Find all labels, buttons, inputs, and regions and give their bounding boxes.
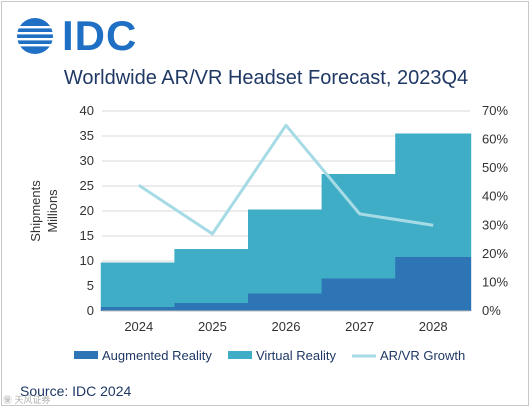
bar-virtual-reality xyxy=(395,133,472,257)
y-axis-label: Shipments Millions xyxy=(28,180,60,242)
y2-tick-label: 50% xyxy=(482,160,508,175)
y2-tick-label: 0% xyxy=(482,303,501,318)
bar-virtual-reality xyxy=(321,174,398,279)
y-tick-label: 25 xyxy=(80,178,94,193)
y-tick-label: 15 xyxy=(80,228,94,243)
y-tick-label: 35 xyxy=(80,128,94,143)
globe-icon xyxy=(16,18,54,54)
y-tick-label: 10 xyxy=(80,253,94,268)
bar-virtual-reality xyxy=(100,262,177,307)
source-note: Source: IDC 2024 xyxy=(20,383,132,399)
bar-augmented-reality xyxy=(174,303,251,311)
y-tick-label: 0 xyxy=(87,303,94,318)
y2-tick-label: 40% xyxy=(482,189,508,204)
legend-augmented-reality-label: Augmented Reality xyxy=(102,348,212,363)
y-tick-label: 30 xyxy=(80,153,94,168)
logo-text: IDC xyxy=(62,12,138,59)
x-tick-label: 2026 xyxy=(272,319,301,334)
bar-augmented-reality xyxy=(100,307,177,311)
legend-virtual-reality-swatch xyxy=(228,351,252,359)
bar-augmented-reality xyxy=(321,278,398,311)
y2-tick-label: 20% xyxy=(482,246,508,261)
x-tick-label: 2024 xyxy=(124,319,153,334)
y2-tick-label: 60% xyxy=(482,132,508,147)
y-tick-label: 40 xyxy=(80,103,94,118)
x-tick-label: 2028 xyxy=(419,319,448,334)
y2-tick-label: 10% xyxy=(482,274,508,289)
chart-title: Worldwide AR/VR Headset Forecast, 2023Q4 xyxy=(63,67,469,89)
x-tick-label: 2027 xyxy=(345,319,374,334)
bar-virtual-reality xyxy=(248,209,324,294)
idc-logo: IDC xyxy=(16,14,137,58)
bar-augmented-reality xyxy=(395,257,472,311)
bar-augmented-reality xyxy=(248,293,324,311)
bar-virtual-reality xyxy=(174,249,251,303)
y-tick-label: 20 xyxy=(80,203,94,218)
y2-tick-label: 30% xyxy=(482,217,508,232)
watermark: ㊝ 天风证券 xyxy=(3,395,51,405)
y2-tick-label: 70% xyxy=(482,103,508,118)
growth-line xyxy=(137,123,434,236)
y-tick-label: 5 xyxy=(87,278,94,293)
x-tick-label: 2025 xyxy=(198,319,227,334)
legend-augmented-reality-swatch xyxy=(74,351,98,359)
legend-virtual-reality-label: Virtual Reality xyxy=(256,348,336,363)
legend-growth-label: AR/VR Growth xyxy=(380,348,465,363)
